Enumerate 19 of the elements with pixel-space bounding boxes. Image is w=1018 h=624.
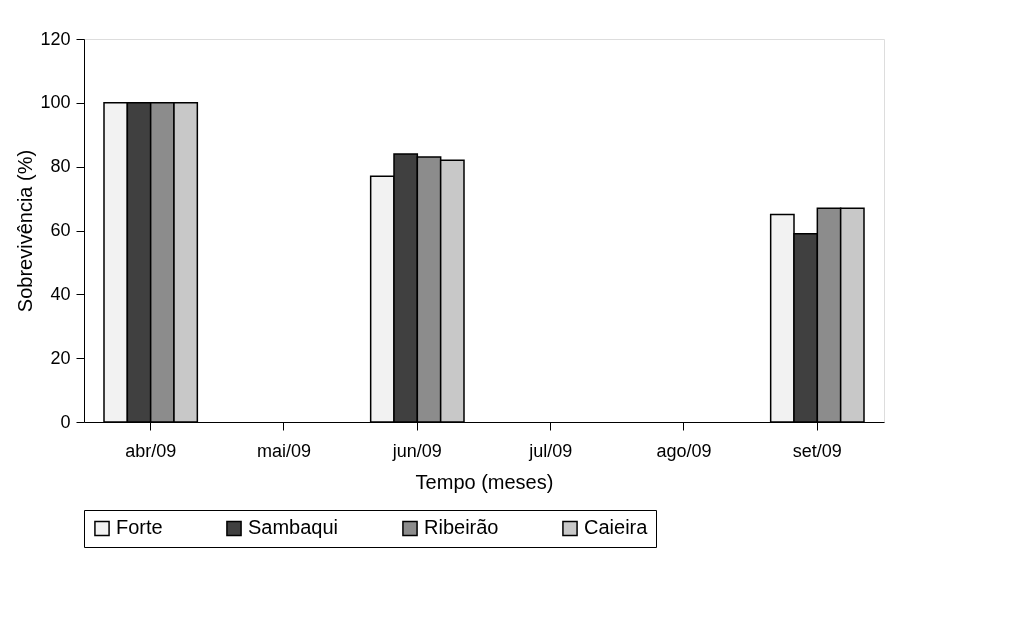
legend-label: Sambaqui — [248, 516, 339, 539]
y-tick-label: 120 — [40, 28, 71, 49]
legend-label: Ribeirão — [424, 516, 499, 539]
x-tick-label: mai/09 — [256, 440, 312, 461]
x-tick-label: jul/09 — [528, 440, 573, 461]
y-tick-label: 100 — [40, 92, 71, 113]
x-tick-label: abr/09 — [125, 440, 177, 461]
y-tick-label: 40 — [50, 283, 71, 304]
y-tick-label: 20 — [50, 347, 71, 368]
x-tick-label: jun/09 — [391, 440, 442, 461]
legend-label: Caieira — [584, 516, 649, 539]
legend-label: Forte — [116, 516, 163, 539]
y-axis-title: Sobrevivência (%) — [14, 149, 37, 313]
x-axis-title: Tempo (meses) — [415, 470, 554, 493]
x-tick-label: set/09 — [792, 440, 842, 461]
x-tick-label: ago/09 — [656, 440, 712, 461]
y-tick-label: 60 — [50, 220, 71, 240]
y-tick-label: 0 — [60, 411, 71, 432]
y-tick-label: 80 — [50, 156, 71, 177]
